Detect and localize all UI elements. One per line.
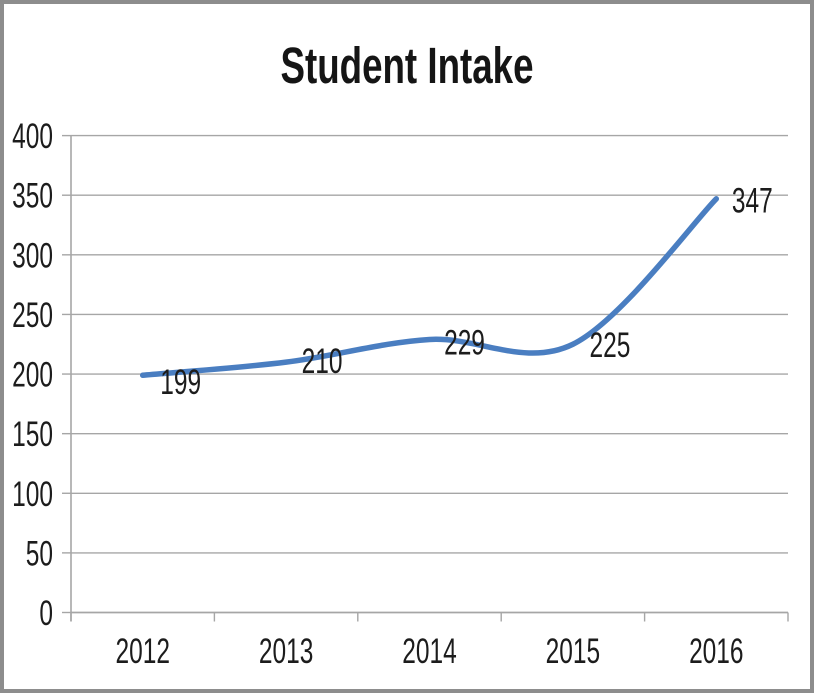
y-axis-tick-label: 50 (26, 535, 53, 573)
data-label: 199 (160, 364, 201, 402)
x-axis-tick-label: 2013 (259, 633, 313, 671)
x-axis-tick-label: 2015 (546, 633, 600, 671)
y-axis-tick-label: 400 (12, 118, 53, 156)
y-axis-tick-label: 150 (12, 416, 53, 454)
x-axis-tick-label: 2016 (689, 633, 743, 671)
x-axis-tick-label: 2014 (402, 633, 456, 671)
data-label: 210 (302, 343, 343, 381)
y-axis-tick-label: 0 (39, 595, 53, 633)
x-axis-tick-label: 2012 (115, 633, 169, 671)
y-axis-tick-label: 200 (12, 356, 53, 394)
chart-title: Student Intake (280, 37, 534, 94)
y-axis-tick-label: 250 (12, 297, 53, 335)
y-axis-tick-label: 300 (12, 237, 53, 275)
data-label: 229 (444, 324, 485, 362)
y-axis-tick-label: 100 (12, 476, 53, 514)
data-label: 347 (732, 182, 773, 220)
data-series-line (139, 196, 720, 378)
data-label: 225 (589, 327, 630, 365)
y-axis-tick-label: 350 (12, 178, 53, 216)
